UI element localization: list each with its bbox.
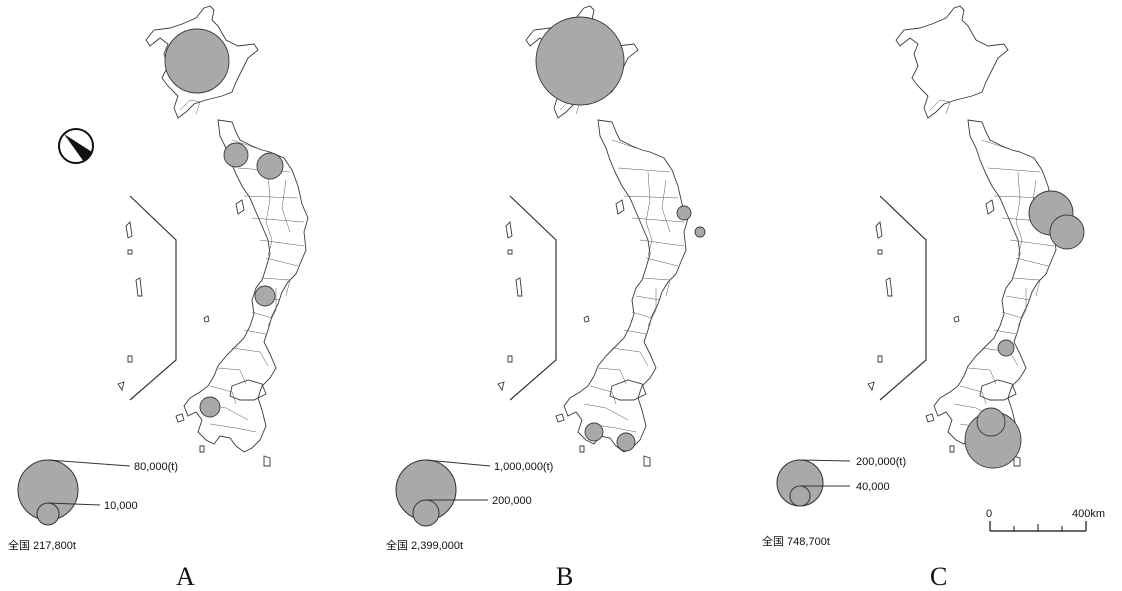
bubble-aomori-west [223,142,249,168]
bubble-kyushu-south [616,432,636,452]
panel-c-legend: 200,000(t) 40,000 全国 748,700t [762,456,906,548]
bubble-hokkaido [164,28,230,94]
national-total-label: 全国 748,700t [762,534,830,548]
scale-zero-label: 0 [986,508,992,520]
legend-min-label: 40,000 [856,481,890,493]
panel-b-map: 1,000,000(t) 200,000 全国 2,399,000t B [386,5,706,591]
national-total-label: 全国 217,800t [8,538,76,552]
bubble-chubu [254,285,276,307]
bubble-aomori-east [256,152,284,180]
panel-letter: A [176,562,195,591]
national-total-label: 全国 2,399,000t [386,538,463,552]
panel-a-map: 80,000(t) 10,000 全国 217,800t A [8,5,309,591]
bubble-hokkaido [535,16,625,106]
bubble-kanto [997,339,1015,357]
scale-end-label: 400km [1072,508,1105,520]
legend-max-label: 200,000(t) [856,456,906,468]
legend-min-label: 200,000 [492,495,532,507]
bubble-iwate-coast [694,226,706,238]
legend-max-label: 1,000,000(t) [494,461,553,473]
bubble-kyushu-west [584,422,604,442]
legend-max-label: 80,000(t) [134,461,178,473]
bubble-kyushu [199,396,221,418]
north-arrow-icon [58,128,94,164]
bubble-kyushu [976,407,1006,437]
legend-min-label: 10,000 [104,500,138,512]
panel-a-legend: 80,000(t) 10,000 全国 217,800t [8,459,178,552]
panel-letter: C [930,562,947,591]
panel-letter: B [556,562,573,591]
panel-c-map: 200,000(t) 40,000 全国 748,700t 0 400km C [762,5,1105,591]
panel-b-legend: 1,000,000(t) 200,000 全国 2,399,000t [386,459,553,552]
bubble-miyagi [1049,214,1085,250]
scale-bar: 0 400km [986,508,1105,532]
bubble-iwate [676,205,692,221]
